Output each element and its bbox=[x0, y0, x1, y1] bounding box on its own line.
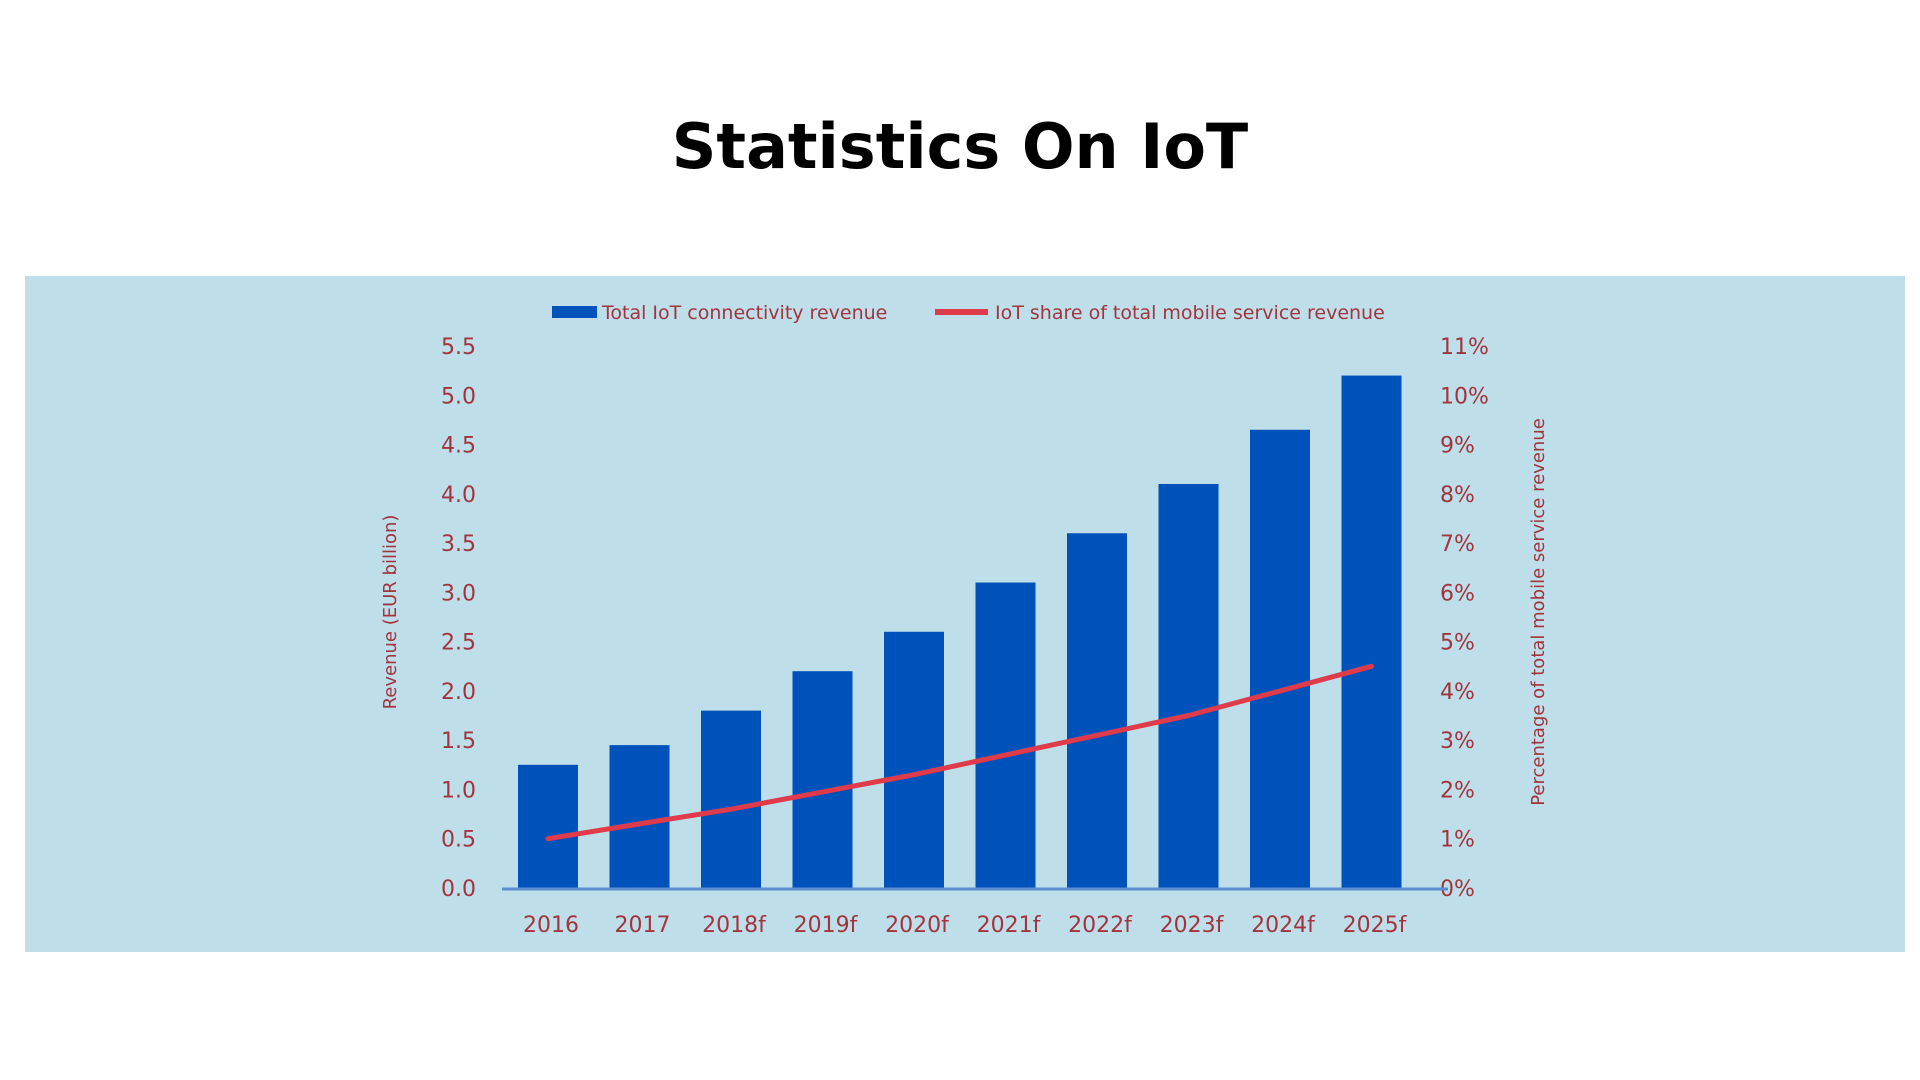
left-axis-tick-label: 3.0 bbox=[441, 581, 476, 606]
x-axis-tick-label: 2025f bbox=[1343, 913, 1408, 938]
chart-panel: Total IoT connectivity revenue IoT share… bbox=[25, 276, 1905, 952]
bar bbox=[1250, 429, 1310, 888]
line-series bbox=[545, 663, 1374, 842]
x-axis-tick-label: 2024f bbox=[1251, 913, 1316, 938]
bar bbox=[1341, 375, 1402, 889]
combo-chart: Total IoT connectivity revenue IoT share… bbox=[380, 302, 1549, 938]
x-axis-tick-label: 2019f bbox=[794, 913, 859, 938]
right-axis-tick-label: 7% bbox=[1440, 532, 1475, 557]
right-axis-tick-label: 10% bbox=[1440, 384, 1489, 409]
x-axis-tick-label: 2016 bbox=[523, 913, 579, 938]
legend-line-label: IoT share of total mobile service revenu… bbox=[995, 302, 1385, 324]
bar bbox=[975, 582, 1036, 888]
right-axis-tick-label: 5% bbox=[1440, 631, 1475, 656]
right-axis-tick-label: 11% bbox=[1440, 335, 1489, 360]
bar bbox=[609, 745, 670, 888]
right-axis-tick-label: 9% bbox=[1440, 434, 1475, 459]
x-axis-ticks: 2016 2017 2018f 2019f 2020f 2021f 2022f 2023f 20… bbox=[523, 913, 1408, 938]
x-axis-tick-label: 2022f bbox=[1068, 913, 1133, 938]
bar bbox=[1067, 533, 1127, 888]
bar bbox=[1158, 483, 1219, 888]
left-axis-tick-label: 4.5 bbox=[441, 434, 476, 459]
x-axis-tick-label: 2023f bbox=[1160, 913, 1225, 938]
left-axis-tick-label: 1.5 bbox=[441, 729, 476, 754]
left-axis-tick-label: 2.5 bbox=[441, 631, 476, 656]
right-axis-tick-label: 2% bbox=[1440, 778, 1475, 803]
legend-bar-swatch-icon bbox=[552, 306, 597, 318]
left-axis-tick-label: 4.0 bbox=[441, 483, 476, 508]
left-axis-ticks: 0.0 0.5 1.0 1.5 2.0 2.5 3.0 3.5 4.0 4.5 5.0 5.5 bbox=[441, 335, 476, 902]
bar bbox=[701, 710, 761, 888]
left-axis-tick-label: 5.0 bbox=[441, 384, 476, 409]
right-axis-tick-label: 4% bbox=[1440, 680, 1475, 705]
bar bbox=[884, 631, 944, 888]
left-axis-tick-label: 5.5 bbox=[441, 335, 476, 360]
page-title: Statistics On IoT bbox=[671, 110, 1249, 183]
left-axis-tick-label: 0.0 bbox=[441, 877, 476, 902]
right-axis-tick-label: 8% bbox=[1440, 483, 1475, 508]
legend-line-swatch-icon bbox=[935, 309, 988, 315]
right-axis-tick-label: 3% bbox=[1440, 729, 1475, 754]
bar bbox=[792, 671, 853, 888]
left-axis-tick-label: 2.0 bbox=[441, 680, 476, 705]
left-axis-title: Revenue (EUR billion) bbox=[380, 515, 401, 710]
left-axis-tick-label: 0.5 bbox=[441, 828, 476, 853]
bar bbox=[518, 764, 578, 888]
x-axis-tick-label: 2018f bbox=[702, 913, 767, 938]
left-axis-tick-label: 1.0 bbox=[441, 778, 476, 803]
right-axis-ticks: 0%1%2%3%4%5%6%7%8%9%10%11% bbox=[1440, 335, 1489, 902]
legend: Total IoT connectivity revenue IoT share… bbox=[552, 302, 1385, 324]
bar-series bbox=[518, 375, 1402, 889]
right-axis-title: Percentage of total mobile service reven… bbox=[1528, 418, 1549, 806]
x-axis-tick-label: 2021f bbox=[977, 913, 1042, 938]
left-axis-tick-label: 3.5 bbox=[441, 532, 476, 557]
right-axis-tick-label: 1% bbox=[1440, 828, 1475, 853]
x-axis-tick-label: 2017 bbox=[615, 913, 671, 938]
legend-bar-label: Total IoT connectivity revenue bbox=[601, 302, 887, 324]
right-axis-tick-label: 6% bbox=[1440, 581, 1475, 606]
x-axis-tick-label: 2020f bbox=[885, 913, 950, 938]
